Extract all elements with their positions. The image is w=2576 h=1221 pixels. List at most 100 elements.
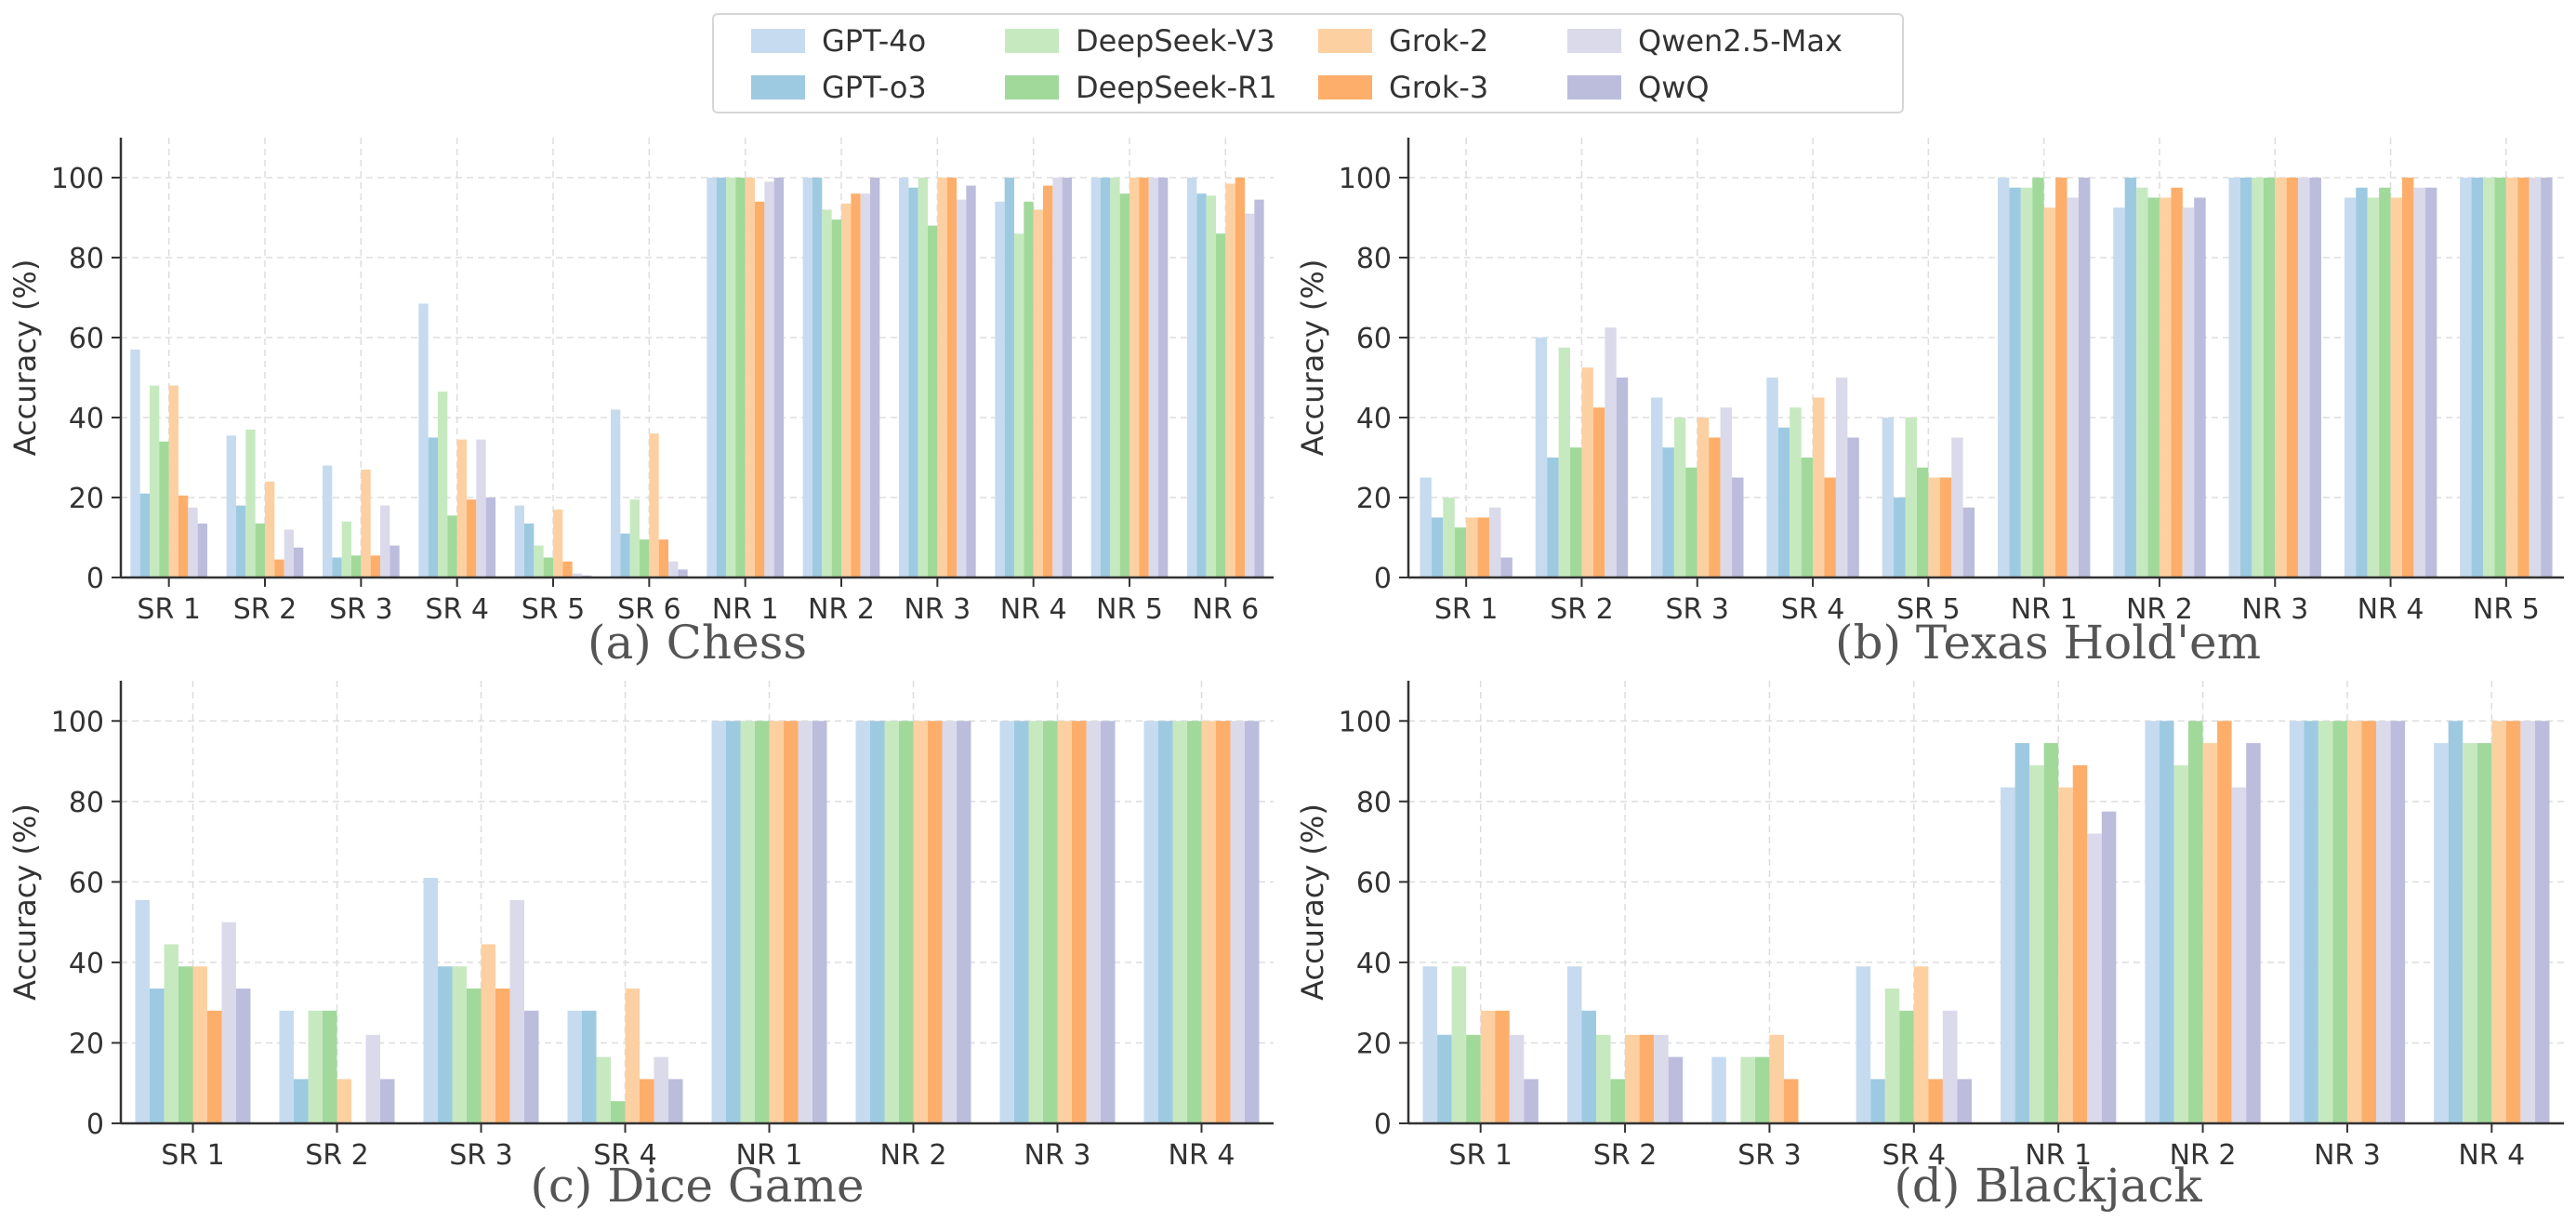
bar-qwq-nr-4 (1245, 721, 1260, 1123)
x-tick-label-nr-3: NR 3 (2314, 1139, 2381, 1172)
legend-label-qwen2-5-max: Qwen2.5-Max (1638, 23, 1843, 59)
x-tick-label-nr-2: NR 2 (2170, 1139, 2237, 1172)
bar-qwen2-5-max-sr-5 (572, 573, 582, 577)
x-tick-label-sr-5: SR 5 (522, 593, 586, 626)
bar-grok-3-sr-3 (1783, 1079, 1799, 1123)
x-tick-label-sr-5: SR 5 (1896, 593, 1961, 626)
bar-deepseek-r1-sr-5 (543, 557, 553, 577)
bar-gpt-4o-nr-4 (995, 201, 1005, 578)
bar-grok-2-nr-2 (841, 203, 852, 577)
bar-deepseek-v3-nr-3 (918, 178, 928, 577)
bar-qwq-nr-2 (2246, 743, 2261, 1123)
bar-gpt-o3-sr-6 (620, 533, 630, 577)
bar-deepseek-r1-sr-3 (351, 555, 362, 577)
bar-deepseek-r1-sr-2 (1570, 447, 1582, 577)
bar-gpt-4o-sr-1 (1420, 477, 1432, 577)
y-tick-label: 0 (86, 1108, 104, 1141)
x-tick-label-sr-2: SR 2 (233, 593, 297, 626)
bar-deepseek-v3-nr-2 (884, 721, 899, 1123)
bar-qwen2-5-max-sr-2 (284, 529, 294, 577)
bar-qwq-sr-3 (390, 545, 400, 577)
bar-gpt-4o-nr-2 (855, 721, 870, 1123)
bar-qwq-nr-3 (1101, 721, 1116, 1123)
bar-qwen2-5-max-nr-2 (860, 193, 870, 577)
bar-gpt-4o-sr-2 (226, 435, 236, 577)
legend-swatch-deepseek-v3 (1005, 29, 1059, 53)
bar-deepseek-v3-nr-5 (1110, 178, 1120, 577)
x-tick-label-sr-3: SR 3 (1665, 593, 1729, 626)
legend-item-qwq: QwQ (1567, 69, 1710, 106)
y-tick-label: 0 (1374, 1108, 1392, 1141)
x-tick-label-sr-4: SR 4 (425, 593, 489, 626)
bar-deepseek-r1-nr-1 (735, 178, 746, 577)
bar-gpt-o3-sr-5 (1894, 498, 1906, 577)
y-tick-label: 80 (1356, 243, 1392, 275)
bar-grok-3-sr-2 (1639, 1034, 1655, 1123)
bar-deepseek-r1-nr-4 (2379, 187, 2391, 577)
y-tick-label: 0 (1374, 563, 1392, 595)
bar-deepseek-r1-sr-1 (1454, 527, 1467, 577)
bar-gpt-4o-sr-3 (423, 878, 438, 1123)
bar-grok-3-sr-6 (658, 539, 668, 577)
bar-gpt-o3-sr-4 (582, 1010, 597, 1123)
bar-grok-3-nr-5 (2517, 178, 2530, 577)
bar-gpt-o3-nr-5 (2471, 178, 2483, 577)
bar-qwq-sr-1 (1524, 1079, 1539, 1123)
x-tick-label-sr-3: SR 3 (1737, 1139, 1802, 1172)
bar-deepseek-r1-nr-3 (2263, 178, 2276, 577)
bar-qwq-sr-3 (524, 1010, 539, 1123)
bar-deepseek-v3-nr-6 (1206, 195, 1216, 577)
bar-grok-3-nr-4 (2505, 721, 2521, 1123)
bar-gpt-4o-nr-6 (1187, 178, 1197, 577)
x-tick-label-sr-1: SR 1 (1448, 1139, 1513, 1172)
x-tick-label-nr-3: NR 3 (1024, 1139, 1091, 1172)
bar-deepseek-v3-sr-1 (150, 385, 160, 577)
bar-grok-3-nr-4 (2401, 178, 2414, 577)
bar-deepseek-v3-nr-4 (2367, 197, 2380, 577)
bar-grok-3-nr-5 (1139, 178, 1149, 577)
legend-item-deepseek-r1: DeepSeek-R1 (1005, 69, 1277, 106)
x-tick-label-sr-1: SR 1 (1434, 593, 1499, 626)
bar-qwen2-5-max-nr-3 (1086, 721, 1101, 1123)
bar-grok-3-nr-4 (1216, 721, 1231, 1123)
bar-grok-3-nr-1 (2072, 764, 2088, 1123)
bar-deepseek-v3-nr-2 (822, 209, 832, 577)
bar-qwq-sr-6 (678, 569, 688, 577)
bar-qwq-sr-1 (197, 523, 207, 577)
bar-deepseek-r1-nr-1 (2043, 743, 2059, 1123)
legend-label-gpt-o3: GPT-o3 (822, 70, 927, 105)
bar-grok-2-nr-6 (1225, 183, 1235, 577)
bar-gpt-o3-sr-1 (1437, 1034, 1452, 1123)
bar-deepseek-v3-nr-1 (726, 178, 736, 577)
bar-gpt-o3-nr-6 (1196, 193, 1207, 577)
bar-gpt-o3-sr-3 (332, 557, 342, 577)
bar-grok-2-nr-1 (745, 178, 755, 577)
bar-deepseek-r1-sr-4 (611, 1101, 626, 1123)
bar-gpt-o3-sr-4 (428, 437, 438, 577)
bar-deepseek-r1-sr-3 (1685, 467, 1698, 577)
bar-deepseek-v3-sr-2 (1595, 1034, 1611, 1123)
bar-qwq-sr-2 (380, 1079, 395, 1123)
y-tick-label: 60 (1356, 323, 1392, 355)
legend-swatch-qwen2-5-max (1567, 29, 1621, 53)
bar-deepseek-v3-sr-4 (1884, 989, 1900, 1123)
bar-deepseek-v3-nr-1 (2020, 187, 2033, 577)
bar-qwq-sr-2 (294, 547, 304, 577)
bar-qwen2-5-max-sr-1 (1489, 507, 1501, 577)
bar-gpt-4o-nr-3 (2289, 721, 2305, 1123)
x-tick-label-sr-2: SR 2 (1593, 1139, 1658, 1172)
bar-qwen2-5-max-sr-2 (1654, 1034, 1669, 1123)
bar-qwen2-5-max-sr-3 (380, 505, 390, 577)
bar-gpt-4o-sr-4 (567, 1010, 582, 1123)
bar-gpt-o3-sr-5 (524, 523, 535, 577)
bar-gpt-4o-nr-2 (2113, 207, 2125, 577)
bar-deepseek-v3-nr-1 (2029, 764, 2044, 1123)
bar-gpt-4o-nr-2 (2145, 721, 2160, 1123)
bar-deepseek-v3-nr-5 (2482, 178, 2495, 577)
bar-grok-2-nr-4 (1201, 721, 1216, 1123)
bar-qwq-nr-5 (1158, 178, 1169, 577)
bar-gpt-o3-sr-4 (1777, 427, 1790, 577)
x-tick-label-sr-4: SR 4 (593, 1139, 657, 1172)
x-tick-label-nr-1: NR 1 (712, 593, 779, 626)
bar-grok-2-nr-3 (2346, 721, 2362, 1123)
